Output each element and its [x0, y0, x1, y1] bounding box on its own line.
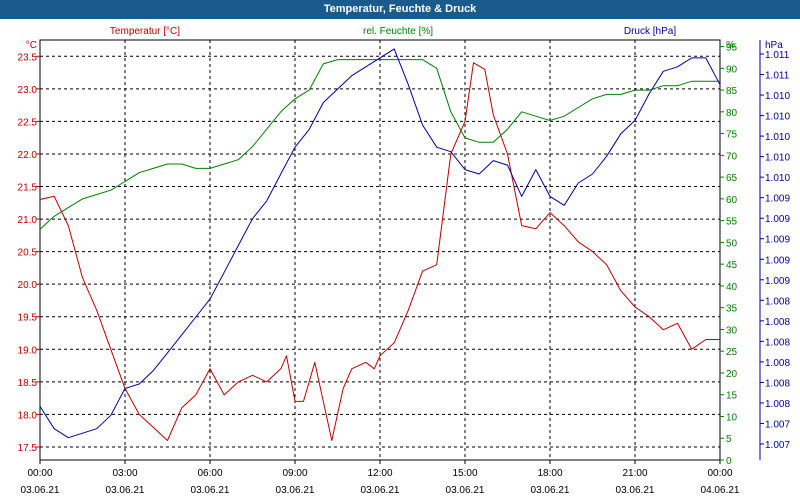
x-tick-date: 04.06.21: [701, 485, 740, 496]
humidity-series-line: [39, 59, 720, 230]
pressure-tick-label: 1.010: [765, 153, 790, 164]
humidity-tick-label: 25: [726, 347, 738, 358]
x-tick-time: 00:00: [27, 468, 52, 479]
temperature-unit-label: °C: [26, 40, 37, 51]
humidity-tick-label: 40: [726, 282, 738, 293]
x-tick-time: 00:00: [707, 468, 732, 479]
humidity-unit-label: %: [726, 40, 735, 51]
temperature-tick-label: 17.5: [18, 443, 38, 454]
temperature-tick-label: 23.0: [18, 85, 38, 96]
humidity-tick-label: 10: [726, 412, 738, 423]
humidity-tick-label: 90: [726, 64, 738, 75]
window-title: Temperatur, Feuchte & Druck: [0, 0, 800, 19]
x-tick-date: 03.06.21: [21, 485, 60, 496]
temperature-tick-label: 20.0: [18, 280, 38, 291]
temperature-tick-label: 21.5: [18, 183, 38, 194]
pressure-tick-label: 1.010: [765, 91, 790, 102]
pressure-tick-label: 1.010: [765, 112, 790, 123]
pressure-tick-label: 1.009: [765, 235, 790, 246]
pressure-tick-label: 1.008: [765, 399, 790, 410]
pressure-tick-label: 1.010: [765, 173, 790, 184]
x-tick-time: 06:00: [197, 468, 222, 479]
x-tick-date: 03.06.21: [361, 485, 400, 496]
humidity-tick-label: 75: [726, 130, 738, 141]
pressure-series-line: [39, 48, 721, 439]
humidity-tick-label: 0: [726, 456, 732, 467]
temperature-tick-label: 22.0: [18, 150, 38, 161]
x-tick-date: 03.06.21: [106, 485, 145, 496]
pressure-tick-label: 1.008: [765, 358, 790, 369]
grid-lines: [40, 40, 720, 460]
humidity-tick-label: 50: [726, 238, 738, 249]
temperature-tick-label: 22.5: [18, 117, 38, 128]
pressure-tick-label: 1.008: [765, 317, 790, 328]
pressure-unit-label: hPa: [765, 40, 783, 51]
line-chart: 00:00 03.06.21 03:00 03.06.21 06:00 03.06.21 0…: [18, 26, 791, 496]
humidity-tick-label: 20: [726, 369, 738, 380]
pressure-tick-label: 1.009: [765, 255, 790, 266]
pressure-axis-title: Druck [hPa]: [624, 26, 676, 37]
humidity-tick-label: 5: [726, 434, 732, 445]
temperature-tick-label: 19.0: [18, 345, 38, 356]
humidity-tick-label: 85: [726, 86, 738, 97]
series-lines: [39, 48, 721, 441]
x-tick-date: 03.06.21: [531, 485, 570, 496]
pressure-tick-label: 1.007: [765, 419, 790, 430]
humidity-tick-label: 70: [726, 151, 738, 162]
pressure-tick-label: 1.010: [765, 132, 790, 143]
pressure-tick-label: 1.009: [765, 276, 790, 287]
x-tick-time: 15:00: [452, 468, 477, 479]
temperature-tick-label: 19.5: [18, 313, 38, 324]
pressure-tick-label: 1.007: [765, 440, 790, 451]
pressure-tick-label: 1.011: [765, 71, 790, 82]
humidity-tick-label: 45: [726, 260, 738, 271]
humidity-tick-label: 65: [726, 173, 738, 184]
humidity-tick-label: 35: [726, 304, 738, 315]
temperature-axis-title: Temperatur [°C]: [110, 26, 180, 37]
temperature-tick-label: 20.5: [18, 248, 38, 259]
pressure-tick-label: 1.009: [765, 194, 790, 205]
humidity-tick-label: 15: [726, 391, 738, 402]
x-tick-time: 21:00: [622, 468, 647, 479]
x-tick-date: 03.06.21: [616, 485, 655, 496]
x-tick-time: 03:00: [112, 468, 137, 479]
x-tick-date: 03.06.21: [276, 485, 315, 496]
x-tick-date: 03.06.21: [446, 485, 485, 496]
pressure-tick-label: 1.008: [765, 337, 790, 348]
temperature-tick-label: 21.0: [18, 215, 38, 226]
temperature-tick-label: 23.5: [18, 52, 38, 63]
temperature-series-line: [39, 62, 720, 441]
humidity-tick-label: 60: [726, 195, 738, 206]
x-tick-time: 09:00: [282, 468, 307, 479]
x-tick-time: 18:00: [537, 468, 562, 479]
humidity-tick-label: 80: [726, 108, 738, 119]
humidity-axis-title: rel. Feuchte [%]: [363, 26, 433, 37]
axes: [36, 39, 764, 464]
humidity-tick-label: 30: [726, 325, 738, 336]
pressure-tick-label: 1.008: [765, 378, 790, 389]
pressure-tick-label: 1.011: [765, 50, 790, 61]
temperature-tick-label: 18.0: [18, 410, 38, 421]
humidity-tick-label: 55: [726, 217, 738, 228]
pressure-tick-label: 1.009: [765, 214, 790, 225]
humidity-tick-label: 95: [726, 43, 738, 54]
x-tick-time: 12:00: [367, 468, 392, 479]
pressure-tick-label: 1.008: [765, 296, 790, 307]
x-tick-date: 03.06.21: [191, 485, 230, 496]
axis-labels: 00:00 03.06.21 03:00 03.06.21 06:00 03.06.21 0…: [18, 26, 791, 496]
temperature-tick-label: 18.5: [18, 378, 38, 389]
